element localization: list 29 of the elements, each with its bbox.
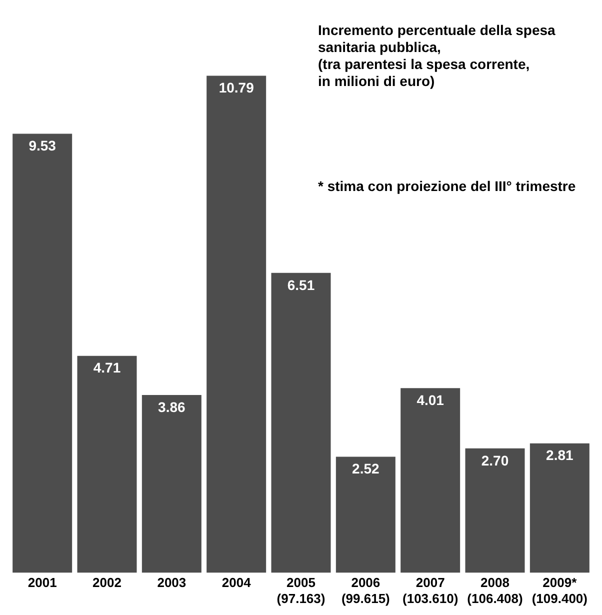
data-label: 2.70 xyxy=(481,452,509,468)
data-label: 9.53 xyxy=(28,138,56,154)
x-tick-label: 2007 (103.610) xyxy=(402,575,458,606)
x-tick-label: 2009* (109.400) xyxy=(532,575,588,606)
bar xyxy=(142,394,202,573)
x-tick-label: 2008 (106.408) xyxy=(467,575,523,606)
bar xyxy=(77,356,137,573)
data-label: 10.79 xyxy=(218,80,254,96)
x-tick-label: 2005 (97.163) xyxy=(276,575,326,606)
x-tick-label: 2004 xyxy=(222,575,252,590)
bar xyxy=(400,388,460,573)
chart-title: Incremento percentuale della spesa sanitaria pubblica, (tra parentesi la spesa corrente, in milioni di euro) xyxy=(318,22,556,90)
x-tick-label: 2006 (99.615) xyxy=(341,575,390,606)
data-label: 4.01 xyxy=(416,392,444,408)
x-tick-label: 2002 xyxy=(92,575,122,590)
bar xyxy=(336,456,396,573)
data-label: 4.71 xyxy=(93,360,121,376)
data-label: 2.52 xyxy=(352,460,380,477)
bar xyxy=(271,272,331,573)
bar xyxy=(206,76,266,573)
bar xyxy=(12,134,72,573)
x-tick-label: 2001 xyxy=(28,575,57,590)
data-label: 3.86 xyxy=(158,398,186,415)
data-label: 6.51 xyxy=(287,276,315,293)
annotation: * stima con proiezione del III° trimestre xyxy=(318,178,576,194)
bar xyxy=(530,443,590,573)
bar xyxy=(465,448,525,573)
data-label: 2.81 xyxy=(546,447,574,464)
x-tick-label: 2003 xyxy=(157,575,186,590)
